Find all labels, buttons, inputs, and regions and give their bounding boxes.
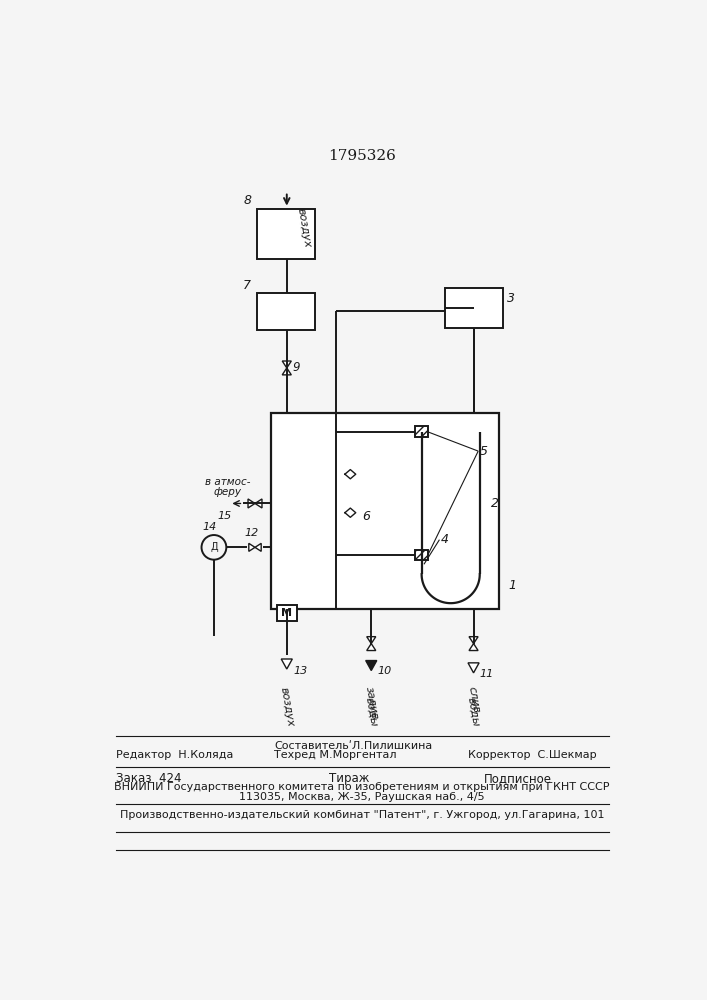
Text: 13: 13: [293, 666, 308, 676]
Text: Подписное: Подписное: [484, 772, 551, 785]
Text: М: М: [281, 608, 292, 618]
Text: Тираж: Тираж: [329, 772, 369, 785]
Bar: [416, 426, 428, 437]
Text: 15: 15: [218, 511, 232, 521]
Polygon shape: [249, 543, 255, 551]
Polygon shape: [367, 637, 376, 644]
Polygon shape: [282, 361, 291, 368]
Text: 12: 12: [244, 528, 258, 538]
Text: 9: 9: [293, 361, 300, 374]
Bar: [445, 288, 503, 328]
Bar: [271, 413, 499, 609]
Bar: [416, 550, 428, 560]
Polygon shape: [469, 644, 478, 651]
Bar: [257, 209, 315, 259]
Polygon shape: [255, 543, 261, 551]
Text: 6: 6: [362, 510, 370, 523]
Text: слив: слив: [467, 686, 481, 714]
Text: залив: залив: [363, 686, 379, 721]
Text: воздух: воздух: [296, 207, 313, 248]
Text: 11: 11: [480, 669, 494, 679]
Text: 10: 10: [378, 666, 392, 676]
Text: 7: 7: [243, 279, 251, 292]
Text: ВНИИПИ Государственного комитета по изобретениям и открытиям при ГКНТ СССР: ВНИИПИ Государственного комитета по изоб…: [115, 782, 609, 792]
Text: 8: 8: [243, 194, 251, 207]
Bar: [257, 293, 315, 330]
Text: воздух: воздух: [279, 686, 296, 727]
Polygon shape: [469, 637, 478, 644]
Text: СоставительʹЛ.Пилишкина: СоставительʹЛ.Пилишкина: [274, 741, 433, 751]
Polygon shape: [248, 499, 255, 508]
Text: Д: Д: [210, 542, 218, 552]
Text: 5: 5: [480, 445, 488, 458]
Text: 1: 1: [508, 579, 516, 592]
Text: 2: 2: [491, 497, 499, 510]
Text: Техред М.Моргентал: Техред М.Моргентал: [274, 750, 397, 760]
Text: 1795326: 1795326: [328, 149, 396, 163]
Text: 113035, Москва, Ж-35, Раушская наб., 4/5: 113035, Москва, Ж-35, Раушская наб., 4/5: [239, 792, 485, 802]
Polygon shape: [366, 661, 377, 671]
Text: воды: воды: [466, 696, 481, 727]
Bar: [276, 605, 297, 620]
Text: 14: 14: [203, 522, 217, 532]
Text: Заказ  424: Заказ 424: [115, 772, 181, 785]
Text: Корректор  С.Шекмар: Корректор С.Шекмар: [468, 750, 597, 760]
Text: феру: феру: [214, 487, 242, 497]
Text: 3: 3: [507, 292, 515, 305]
Text: в атмос-: в атмос-: [205, 477, 250, 487]
Polygon shape: [281, 659, 292, 669]
Polygon shape: [282, 368, 291, 375]
Text: 4: 4: [441, 533, 449, 546]
Polygon shape: [255, 499, 262, 508]
Text: воды: воды: [363, 696, 379, 727]
Polygon shape: [468, 663, 479, 673]
Polygon shape: [367, 644, 376, 651]
Text: Редактор  Н.Коляда: Редактор Н.Коляда: [115, 750, 233, 760]
Text: Производственно-издательский комбинат "Патент", г. Ужгород, ул.Гагарина, 101: Производственно-издательский комбинат "П…: [119, 810, 604, 820]
